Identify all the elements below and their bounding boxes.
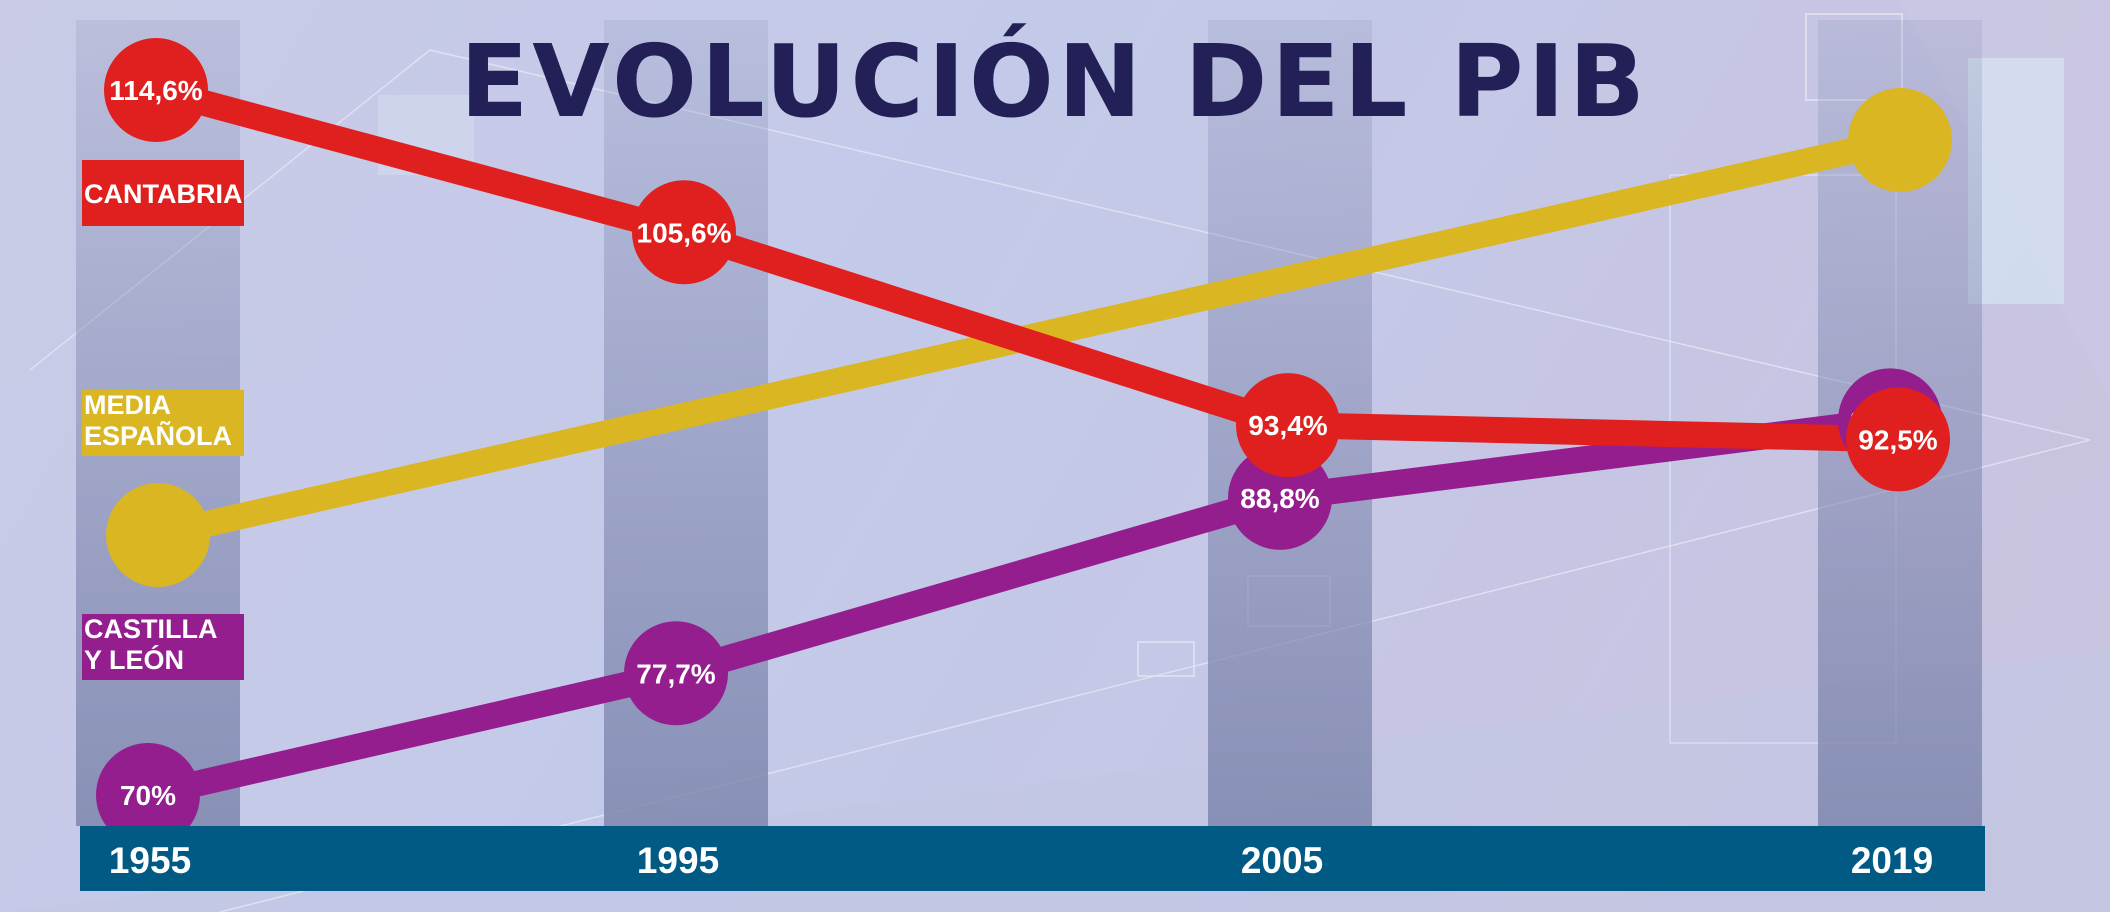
- x-tick-label: 1995: [637, 840, 719, 881]
- legend-swatch-media: [82, 390, 244, 456]
- data-label-cantabria: 92,5%: [1858, 424, 1937, 455]
- legend-label: CASTILLA: [84, 614, 217, 644]
- series-markers: 70%77,7%88,8%93,7%114,6%105,6%93,4%92,5%: [96, 38, 1952, 847]
- data-point-cantabria: [632, 180, 736, 285]
- background-frame: [1137, 641, 1195, 677]
- series-line-cantabria: [143, 77, 1911, 453]
- legend-label: ESPAÑOLA: [84, 420, 232, 451]
- legend-swatch-cantabria: [82, 160, 244, 226]
- data-label-castilla: 77,7%: [636, 658, 715, 689]
- data-point-cantabria: [1236, 373, 1340, 478]
- legend-label: CANTABRIA: [84, 179, 242, 209]
- legend-label: Y LEÓN: [84, 644, 184, 675]
- x-tick-label: 2019: [1851, 840, 1933, 881]
- data-point-castilla: [624, 621, 728, 726]
- data-label-cantabria: 93,4%: [1248, 410, 1327, 441]
- x-axis-bar: [80, 826, 1985, 891]
- chart-title: EVOLUCIÓN DEL PIB: [460, 23, 1649, 140]
- data-point-cantabria: [104, 38, 208, 142]
- data-point-castilla: [96, 743, 200, 847]
- legend-swatch-castilla: [82, 614, 244, 680]
- data-point-media: [106, 483, 210, 587]
- data-point-media: [1848, 88, 1952, 192]
- data-label-cantabria: 105,6%: [637, 217, 732, 248]
- series-line-castilla: [135, 407, 1903, 808]
- background-panel: [1968, 58, 2064, 304]
- x-tick-label: 2005: [1241, 840, 1323, 881]
- data-point-cantabria: [1846, 387, 1950, 492]
- legend-item-cantabria: CANTABRIA: [82, 160, 244, 226]
- data-label-castilla: 88,8%: [1240, 483, 1319, 514]
- x-axis: 1955 1995 2005 2019: [80, 826, 1985, 891]
- series-lines: [135, 77, 1913, 808]
- legend-label: MEDIA: [84, 390, 171, 420]
- data-label-castilla: 70%: [120, 780, 176, 811]
- x-tick-label: 1955: [109, 840, 191, 881]
- data-label-cantabria: 114,6%: [109, 75, 203, 106]
